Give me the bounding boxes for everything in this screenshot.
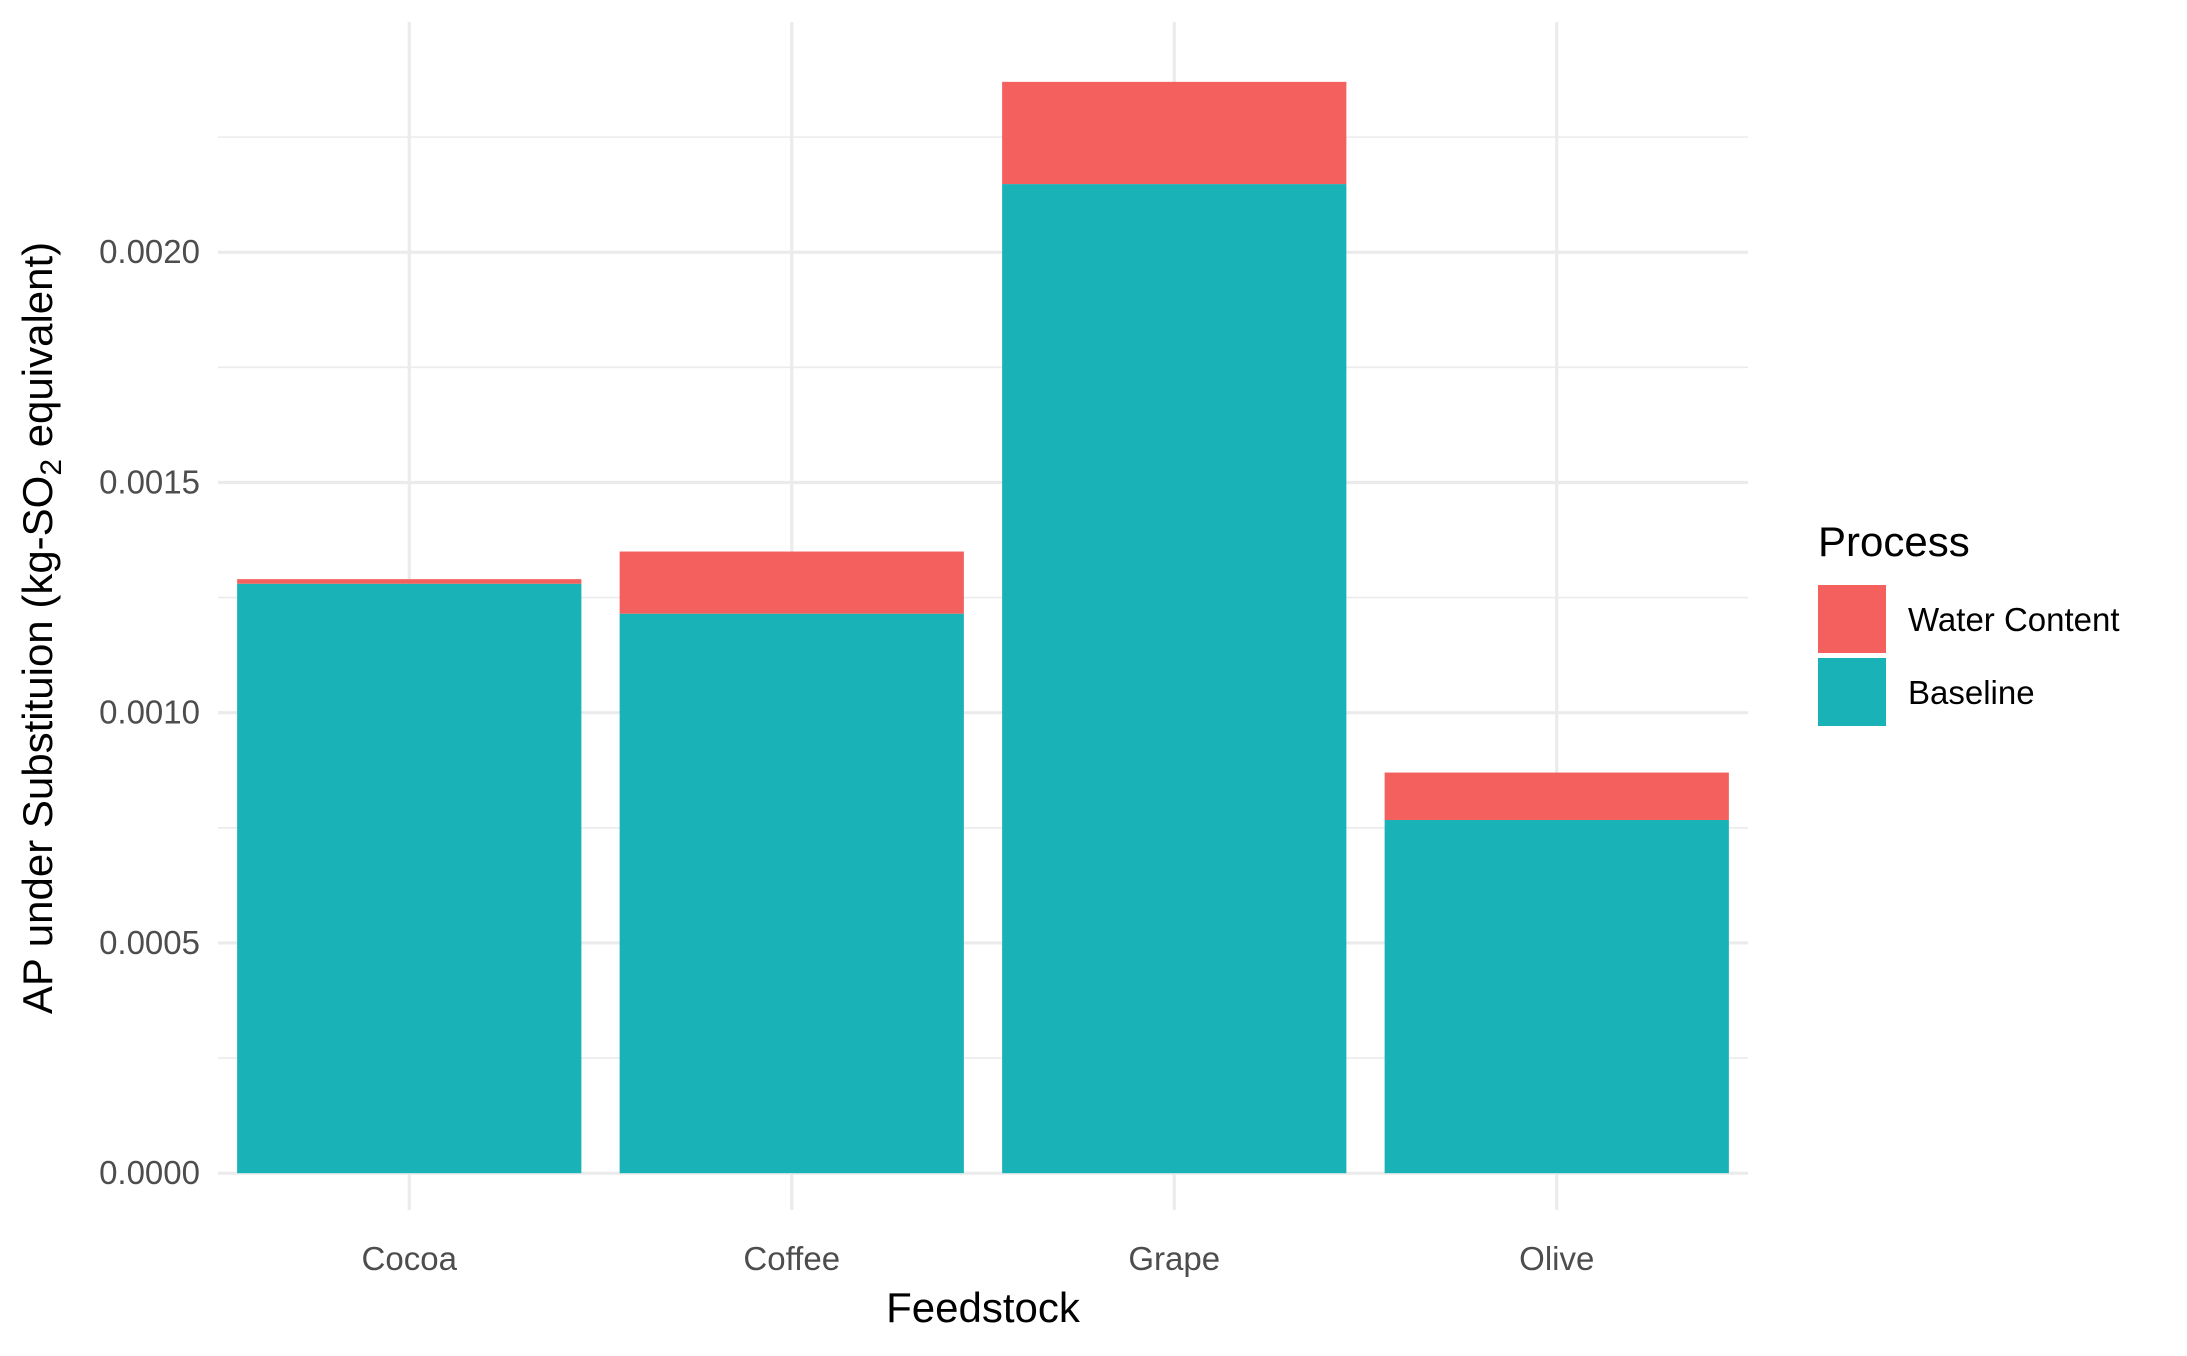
- x-axis-title: Feedstock: [886, 1284, 1081, 1331]
- bar-coffee-water-content: [619, 551, 964, 614]
- x-tick-labels: Cocoa Coffee Grape Olive: [362, 1240, 1595, 1277]
- legend-title: Process: [1818, 518, 1970, 565]
- y-axis-title-prefix: AP under Substituion (kg-SO: [14, 476, 61, 1015]
- x-tick-label: Cocoa: [362, 1240, 458, 1277]
- bar-olive-baseline: [1384, 819, 1729, 1174]
- y-tick-label: 0.0010: [99, 694, 200, 731]
- x-tick-label: Olive: [1519, 1240, 1594, 1277]
- x-tick-label: Coffee: [743, 1240, 840, 1277]
- legend-key: [1818, 585, 1886, 653]
- y-axis-title: AP under Substituion (kg-SO2 equivalent): [14, 242, 68, 1014]
- legend: Process Water Content Baseline: [1818, 518, 2120, 726]
- bar-cocoa-water-content: [237, 579, 582, 584]
- y-axis-title-subscript: 2: [35, 459, 68, 476]
- bar-olive-water-content: [1384, 772, 1729, 820]
- y-tick-labels: 0.0000 0.0005 0.0010 0.0015 0.0020: [99, 233, 200, 1191]
- bar-cocoa-baseline: [237, 583, 582, 1174]
- legend-label: Baseline: [1908, 674, 2035, 711]
- x-tick-label: Grape: [1128, 1240, 1220, 1277]
- bar-coffee-baseline: [619, 613, 964, 1174]
- legend-key: [1818, 658, 1886, 726]
- legend-label: Water Content: [1908, 601, 2120, 638]
- y-tick-label: 0.0000: [99, 1154, 200, 1191]
- bars: [237, 81, 1729, 1174]
- y-tick-label: 0.0020: [99, 233, 200, 270]
- y-tick-label: 0.0015: [99, 463, 200, 500]
- y-axis-title-suffix: equivalent): [14, 242, 61, 459]
- bar-grape-baseline: [1002, 184, 1347, 1174]
- bar-grape-water-content: [1002, 81, 1347, 185]
- legend-items: Water Content Baseline: [1818, 585, 2120, 726]
- y-tick-label: 0.0005: [99, 924, 200, 961]
